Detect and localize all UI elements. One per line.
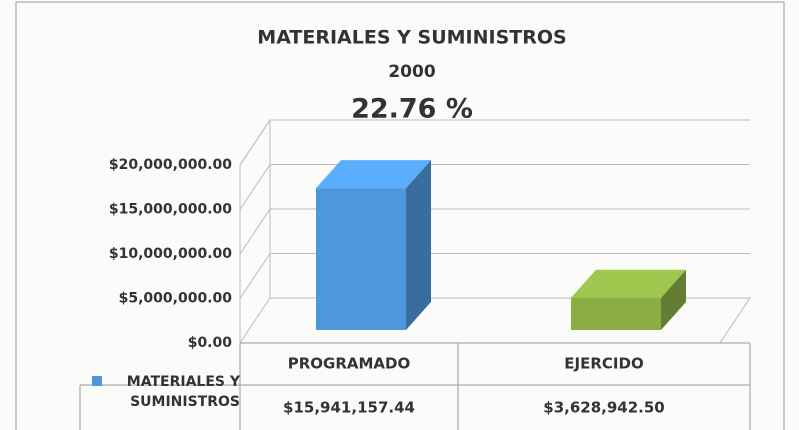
value-label: $15,941,157.44: [283, 399, 415, 417]
grid-line: [239, 253, 750, 299]
y-tick-label: $15,000,000.00: [109, 202, 232, 218]
bar-side: [661, 269, 686, 330]
y-tick-label: $5,000,000.00: [119, 291, 233, 307]
bar-top: [571, 269, 686, 298]
grid-line: [239, 208, 750, 255]
x-tick-label: PROGRAMADO: [288, 355, 411, 373]
legend-label: MATERIALES Y SUMINISTROS: [126, 374, 240, 410]
chart-subtitle: 2000: [388, 62, 435, 82]
bar: [571, 297, 661, 330]
bar-side: [406, 160, 431, 330]
y-tick-label: $10,000,000.00: [109, 246, 232, 262]
grid-line: [239, 164, 750, 210]
bar-top: [316, 160, 431, 189]
y-tick-label: $20,000,000.00: [109, 157, 232, 173]
grid-line: [239, 119, 750, 166]
annotation: 22.76 %: [351, 94, 473, 125]
y-tick-label: $0.00: [188, 335, 233, 351]
x-tick-label: EJERCIDO: [564, 355, 643, 373]
legend-swatch: [92, 376, 102, 386]
bar: [316, 188, 406, 330]
chart-border: [15, 1, 785, 430]
value-label: $3,628,942.50: [543, 399, 664, 417]
chart-title: MATERIALES Y SUMINISTROS: [257, 27, 566, 49]
